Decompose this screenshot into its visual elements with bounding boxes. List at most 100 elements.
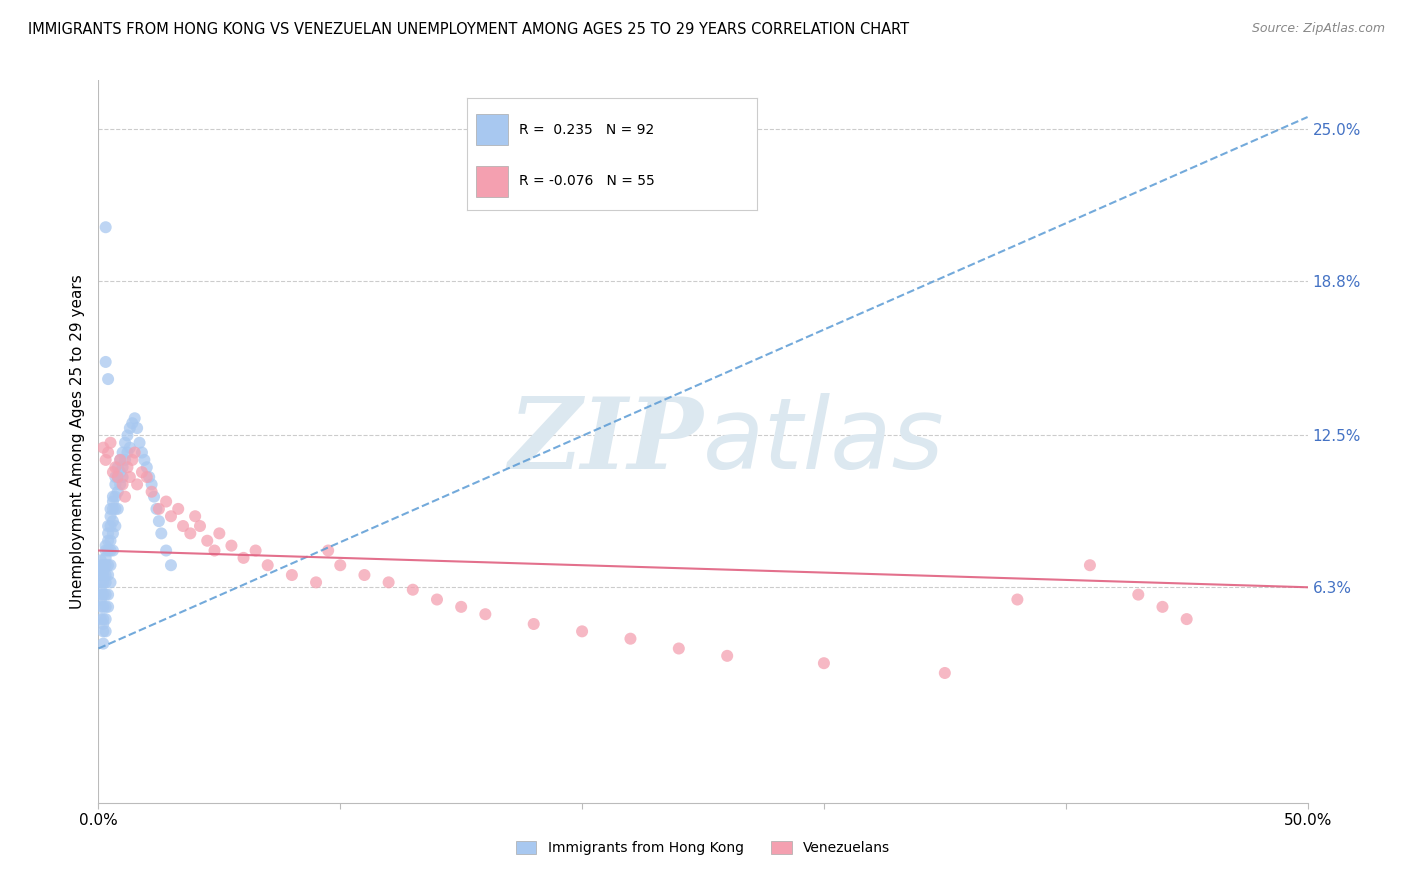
Point [668, 641, 690, 656]
Point [100, 575, 122, 590]
Point [90, 563, 112, 577]
Point [316, 543, 339, 558]
Point [1152, 599, 1174, 614]
Point [90, 588, 112, 602]
Point [1175, 612, 1198, 626]
Point [101, 514, 124, 528]
Point [135, 470, 157, 484]
Point [141, 484, 163, 499]
Text: IMMIGRANTS FROM HONG KONG VS VENEZUELAN UNEMPLOYMENT AMONG AGES 25 TO 29 YEARS C: IMMIGRANTS FROM HONG KONG VS VENEZUELAN … [28, 22, 910, 37]
Point [97, 526, 120, 541]
Point [104, 460, 127, 475]
Point [160, 558, 183, 573]
Point [121, 453, 143, 467]
Point [134, 453, 156, 467]
Point [377, 575, 399, 590]
Point [127, 421, 149, 435]
Point [813, 656, 835, 670]
Point [121, 416, 143, 430]
Point [94, 575, 117, 590]
Point [100, 533, 122, 548]
Point [91, 624, 114, 639]
Point [107, 502, 129, 516]
Point [91, 617, 114, 632]
Point [94, 453, 117, 467]
Point [281, 568, 304, 582]
Point [97, 568, 120, 582]
Point [104, 477, 127, 491]
Point [91, 612, 114, 626]
Point [94, 624, 117, 639]
Text: ZIP: ZIP [508, 393, 703, 490]
Point [118, 421, 141, 435]
Point [90, 558, 112, 573]
Point [107, 470, 129, 484]
Point [94, 558, 117, 573]
Point [111, 460, 134, 475]
Point [117, 460, 139, 475]
Point [101, 543, 124, 558]
Point [94, 588, 117, 602]
Legend: Immigrants from Hong Kong, Venezuelans: Immigrants from Hong Kong, Venezuelans [510, 836, 896, 861]
Point [204, 543, 226, 558]
Point [107, 460, 129, 475]
Point [245, 543, 267, 558]
Point [150, 526, 173, 541]
Point [97, 599, 120, 614]
Point [100, 543, 122, 558]
Point [90, 612, 112, 626]
Point [127, 477, 149, 491]
Point [124, 445, 146, 459]
Point [91, 563, 114, 577]
Point [94, 539, 117, 553]
Point [100, 519, 122, 533]
Point [91, 558, 114, 573]
Point [101, 526, 124, 541]
Point [934, 665, 956, 680]
Point [184, 509, 207, 524]
Point [111, 445, 134, 459]
Point [117, 428, 139, 442]
Point [94, 599, 117, 614]
Point [108, 453, 131, 467]
Point [256, 558, 278, 573]
Point [145, 502, 167, 516]
Point [101, 465, 124, 479]
Point [108, 453, 131, 467]
Point [124, 411, 146, 425]
Point [232, 550, 254, 565]
Point [114, 453, 136, 467]
Point [1128, 588, 1150, 602]
Point [94, 568, 117, 582]
Point [179, 526, 201, 541]
Point [108, 477, 131, 491]
Point [474, 607, 496, 622]
Point [118, 441, 141, 455]
Point [91, 441, 114, 455]
Point [221, 539, 243, 553]
Point [94, 543, 117, 558]
Point [97, 543, 120, 558]
Point [104, 470, 127, 484]
Point [108, 465, 131, 479]
Point [90, 568, 112, 582]
Point [426, 592, 449, 607]
Point [155, 494, 177, 508]
Point [97, 372, 120, 386]
Point [101, 502, 124, 516]
Point [195, 533, 218, 548]
Point [90, 599, 112, 614]
Point [131, 465, 153, 479]
Point [107, 484, 129, 499]
Text: Source: ZipAtlas.com: Source: ZipAtlas.com [1251, 22, 1385, 36]
Point [97, 558, 120, 573]
Point [97, 445, 120, 459]
Point [131, 445, 153, 459]
Point [91, 599, 114, 614]
Point [101, 494, 124, 508]
Point [114, 490, 136, 504]
Point [353, 568, 375, 582]
Point [100, 435, 122, 450]
Point [117, 445, 139, 459]
Point [104, 519, 127, 533]
